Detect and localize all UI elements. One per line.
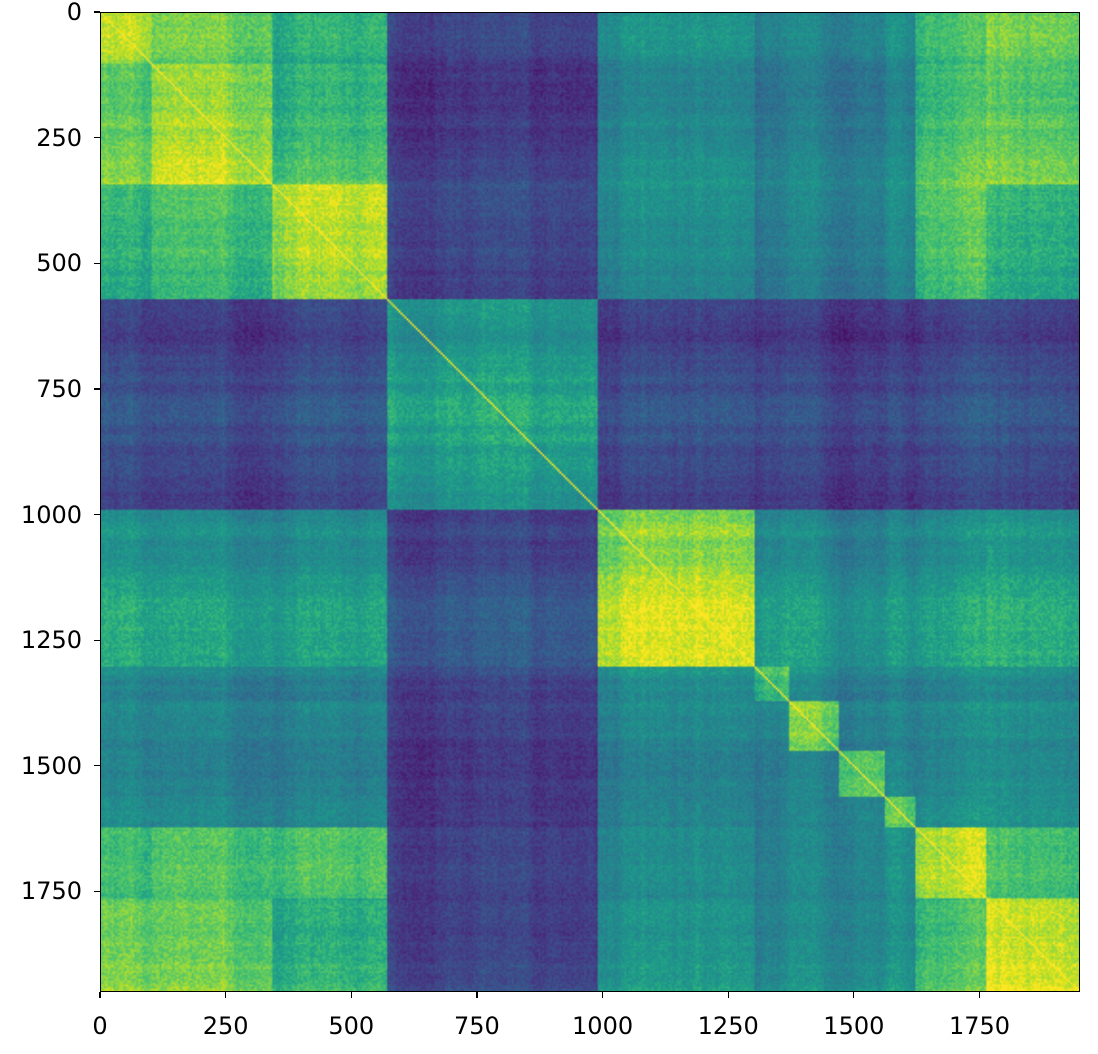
x-tick-mark [602, 992, 603, 998]
x-tick-mark [853, 992, 854, 998]
x-tick-mark [225, 992, 226, 998]
x-tick-label: 1250 [698, 1012, 759, 1040]
figure: 0 250 500 750 1000 1250 1500 1750 0 250 500 750 1000… [0, 0, 1098, 1054]
x-tick-label: 750 [454, 1012, 500, 1040]
x-tick-mark [99, 992, 100, 998]
x-tick-label: 250 [203, 1012, 249, 1040]
x-tick-label: 1500 [823, 1012, 884, 1040]
y-tick-label: 1750 [21, 877, 82, 905]
y-tick-mark [94, 640, 100, 641]
y-tick-mark [94, 891, 100, 892]
x-tick-label: 1000 [572, 1012, 633, 1040]
x-tick-mark [476, 992, 477, 998]
y-tick-mark [94, 765, 100, 766]
y-tick-mark [94, 263, 100, 264]
y-tick-mark [94, 137, 100, 138]
plot-area [100, 12, 1080, 992]
x-tick-label: 1750 [949, 1012, 1010, 1040]
y-tick-label: 1250 [21, 626, 82, 654]
x-tick-mark [728, 992, 729, 998]
y-tick-label: 750 [36, 375, 82, 403]
y-tick-label: 1500 [21, 752, 82, 780]
y-tick-label: 1000 [21, 501, 82, 529]
x-tick-label: 500 [328, 1012, 374, 1040]
y-tick-label: 0 [67, 0, 82, 26]
y-tick-label: 500 [36, 249, 82, 277]
y-tick-mark [94, 514, 100, 515]
y-tick-mark [94, 11, 100, 12]
y-tick-mark [94, 388, 100, 389]
x-tick-mark [351, 992, 352, 998]
x-tick-label: 0 [92, 1012, 107, 1040]
heatmap-canvas [100, 12, 1080, 992]
y-tick-label: 250 [36, 124, 82, 152]
x-tick-mark [979, 992, 980, 998]
